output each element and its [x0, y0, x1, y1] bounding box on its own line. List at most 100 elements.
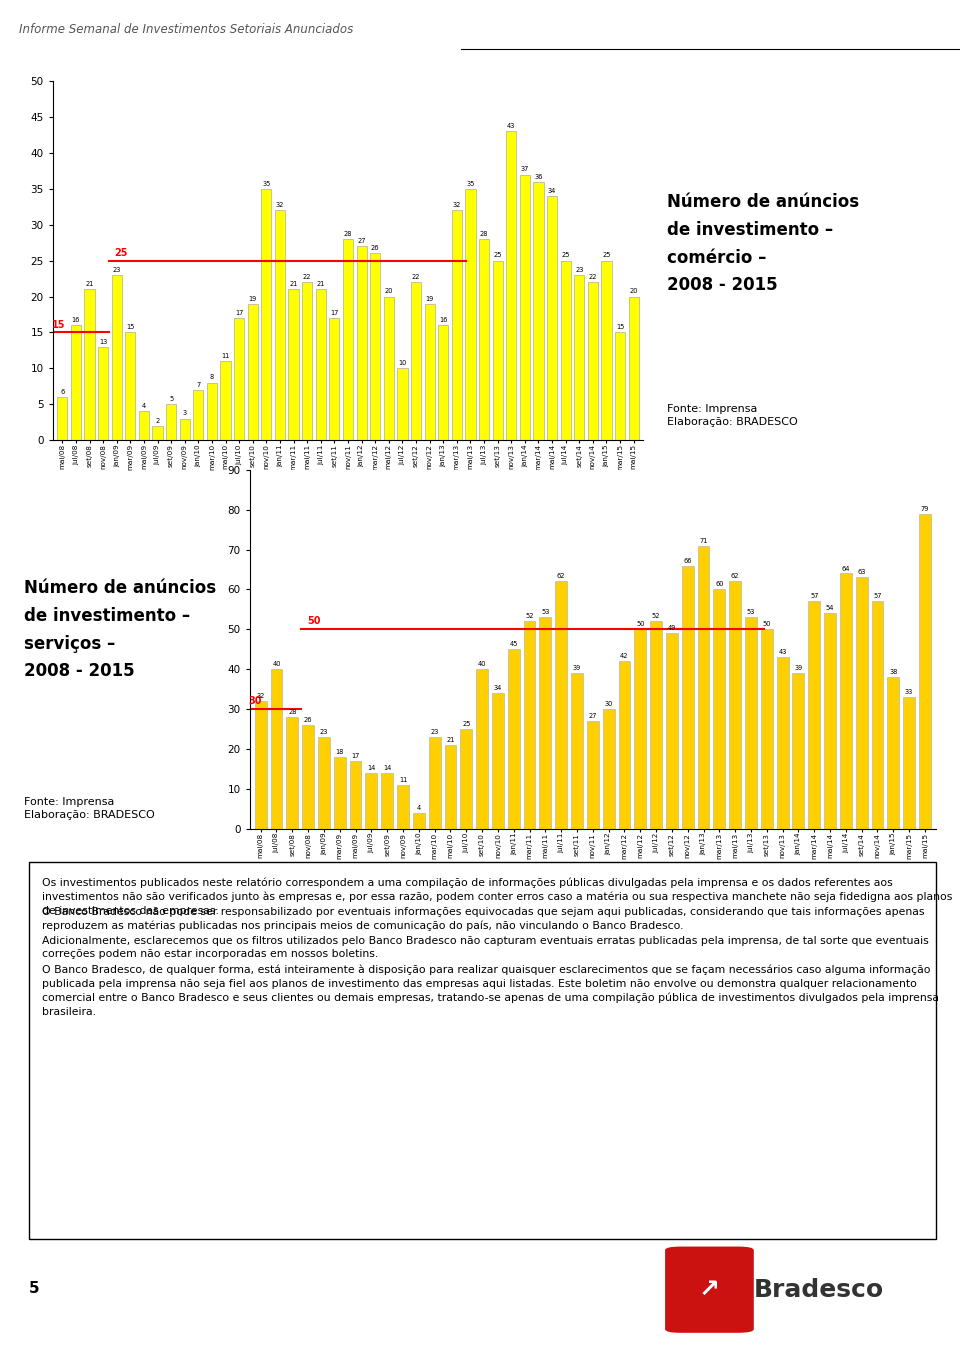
Text: 34: 34 [548, 188, 556, 194]
Bar [429, 737, 441, 829]
Text: 64: 64 [842, 566, 851, 571]
Text: 14: 14 [367, 765, 375, 770]
Bar [615, 332, 625, 440]
Text: 20: 20 [385, 288, 393, 294]
Text: 23: 23 [320, 728, 328, 735]
Text: 15: 15 [126, 324, 134, 330]
Text: Bradesco: Bradesco [754, 1278, 884, 1301]
Text: 4: 4 [142, 403, 146, 409]
Bar [397, 785, 409, 829]
Bar [618, 661, 631, 829]
Text: 36: 36 [535, 173, 542, 180]
Text: Número de anúncios
de investimento –
comércio –
2008 - 2015: Número de anúncios de investimento – com… [667, 194, 859, 294]
Text: 16: 16 [439, 317, 447, 324]
Bar [413, 812, 424, 829]
Bar [587, 720, 599, 829]
Text: 17: 17 [351, 753, 360, 758]
Bar [730, 581, 741, 829]
Bar [574, 275, 585, 440]
Bar [855, 577, 868, 829]
Text: 52: 52 [652, 613, 660, 619]
Text: 62: 62 [557, 574, 565, 580]
Text: 5: 5 [169, 395, 173, 402]
Text: 14: 14 [383, 765, 392, 770]
Bar [698, 546, 709, 829]
Text: 35: 35 [467, 180, 474, 187]
Bar [153, 425, 162, 440]
Bar [111, 275, 122, 440]
Bar [329, 318, 340, 440]
Bar [234, 318, 244, 440]
Text: 23: 23 [430, 728, 439, 735]
Bar [903, 697, 915, 829]
Bar [384, 297, 394, 440]
Bar [629, 297, 638, 440]
Bar [334, 757, 346, 829]
Text: 50: 50 [307, 616, 321, 626]
Text: 2: 2 [156, 417, 159, 424]
Text: 23: 23 [575, 267, 584, 274]
Text: 22: 22 [588, 274, 597, 280]
Text: 11: 11 [399, 777, 407, 783]
Bar [476, 669, 488, 829]
Bar [58, 397, 67, 440]
Bar [479, 240, 490, 440]
Text: 63: 63 [857, 570, 866, 575]
Text: 19: 19 [249, 295, 257, 302]
Text: 25: 25 [493, 252, 502, 259]
Text: 49: 49 [668, 626, 676, 631]
Text: 13: 13 [99, 338, 108, 345]
Text: 8: 8 [210, 375, 214, 380]
Text: 22: 22 [412, 274, 420, 280]
Bar [777, 657, 788, 829]
Bar [289, 290, 299, 440]
Bar [221, 362, 230, 440]
Bar [519, 175, 530, 440]
Bar [98, 347, 108, 440]
Bar [125, 332, 135, 440]
Bar [366, 773, 377, 829]
Text: 66: 66 [684, 558, 692, 563]
Text: 23: 23 [112, 267, 121, 274]
Text: 27: 27 [588, 714, 597, 719]
Bar [840, 574, 852, 829]
Text: 10: 10 [398, 360, 407, 366]
Bar [397, 368, 407, 440]
Text: 27: 27 [357, 238, 366, 244]
Text: 32: 32 [453, 202, 461, 209]
Text: Fonte: Imprensa
Elaboração: BRADESCO: Fonte: Imprensa Elaboração: BRADESCO [667, 403, 798, 428]
Text: Adicionalmente, esclarecemos que os filtros utilizados pelo Banco Bradesco não c: Adicionalmente, esclarecemos que os filt… [42, 936, 929, 959]
Bar [561, 260, 571, 440]
Text: 79: 79 [921, 505, 929, 512]
Text: Os investimentos publicados neste relatório correspondem a uma compilação de inf: Os investimentos publicados neste relató… [42, 877, 952, 915]
Bar [540, 617, 551, 829]
Text: Fonte: Imprensa
Elaboração: BRADESCO: Fonte: Imprensa Elaboração: BRADESCO [24, 796, 155, 821]
Text: ↗: ↗ [699, 1278, 720, 1301]
Text: 28: 28 [344, 232, 352, 237]
Text: 25: 25 [114, 248, 128, 257]
Bar [555, 581, 567, 829]
Bar [275, 210, 285, 440]
Bar [318, 737, 330, 829]
Text: 21: 21 [317, 282, 325, 287]
Bar [461, 728, 472, 829]
Bar [271, 669, 282, 829]
Bar [343, 240, 353, 440]
Bar [356, 246, 367, 440]
Text: 28: 28 [480, 232, 489, 237]
Bar [635, 630, 646, 829]
Bar [438, 325, 448, 440]
Text: 50: 50 [762, 621, 771, 627]
Text: 42: 42 [620, 653, 629, 659]
Text: 54: 54 [826, 605, 834, 612]
Text: 34: 34 [493, 685, 502, 691]
Bar [603, 709, 614, 829]
Bar [506, 131, 516, 440]
Text: 39: 39 [794, 665, 803, 672]
Bar [316, 290, 325, 440]
Text: 3: 3 [182, 410, 187, 417]
Bar [824, 613, 836, 829]
Text: 38: 38 [889, 669, 898, 676]
Text: O Banco Bradesco não pode ser responsabilizado por eventuais informações equivoc: O Banco Bradesco não pode ser responsabi… [42, 907, 924, 930]
FancyBboxPatch shape [665, 1247, 754, 1332]
